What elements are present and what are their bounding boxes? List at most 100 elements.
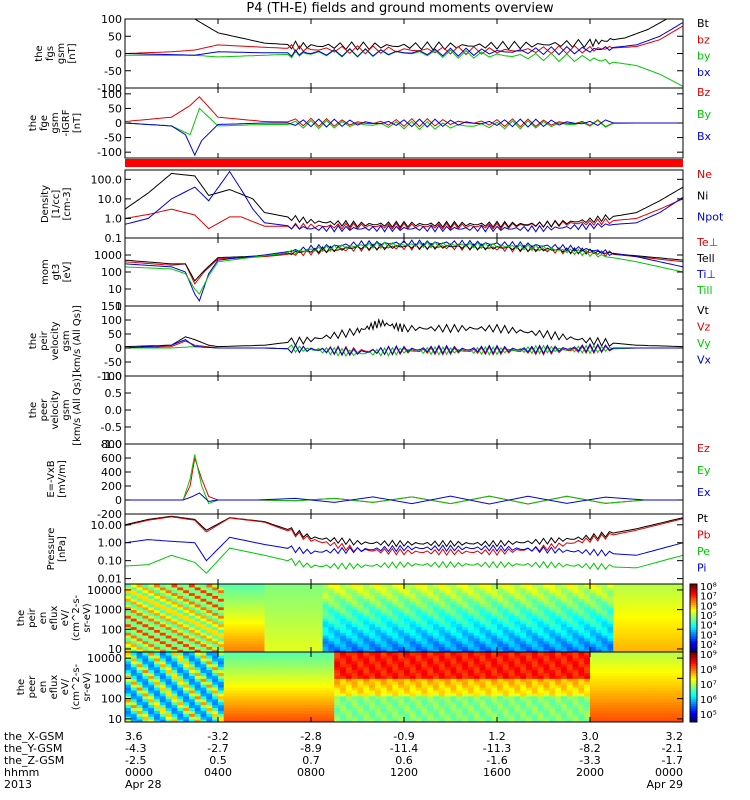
y-tick-label: 150 [101, 300, 122, 313]
panel-frame [124, 375, 684, 445]
y-axis-label: [nPa] [57, 536, 68, 562]
y-axis-label: -IGRF [61, 109, 72, 136]
series-line-Npot [125, 170, 683, 233]
y-axis-label: gsm [56, 43, 67, 64]
colorbar-tick-label: 10⁸ [700, 582, 717, 593]
series-group [125, 454, 683, 505]
y-tick-label: 100.0 [91, 173, 123, 186]
y-axis-label: eflux [49, 675, 60, 700]
y-axis-label: eflux [49, 606, 60, 631]
y-axis-label: velocity [50, 321, 61, 360]
y-tick-label: 0 [115, 494, 122, 507]
panel-frame [124, 237, 684, 307]
y-tick-label: -100 [97, 370, 122, 383]
y-axis-label: [mV/m] [57, 460, 68, 498]
legend-label: Pi [697, 562, 706, 575]
y-axis-label: Pressure [46, 528, 57, 571]
y-tick-label: -50 [104, 132, 122, 145]
legend-label: Ex [697, 486, 711, 499]
colorbar-tick-label: 10⁵ [700, 710, 717, 721]
series-line-Ex [125, 492, 683, 505]
x-tick-value: 3.6 [125, 730, 143, 743]
colorbar-tick-label: 10⁹ [700, 650, 717, 661]
y-axis-label: fge [39, 115, 50, 131]
y-tick-label: 0 [115, 117, 122, 130]
series-group [125, 19, 683, 87]
y-axis-label: [km/s (All Qs)] [72, 374, 83, 446]
y-axis-label: the [16, 610, 27, 626]
series-line-Vt [125, 317, 683, 348]
y-tick-label: 10 [108, 283, 122, 296]
chart-title: P4 (TH-E) fields and ground moments over… [246, 1, 554, 16]
y-tick-label: 10 [108, 643, 122, 656]
x-tick-value: 0.7 [302, 754, 320, 767]
y-axis-label: gsm [50, 112, 61, 133]
legend-label: Te⊥ [696, 236, 718, 249]
y-axis-label: [1/cc] [51, 190, 62, 219]
colorbar-tick-label: 10² [700, 640, 717, 651]
x-row-label: the_Z-GSM [4, 754, 64, 767]
y-tick-label: 1000 [94, 672, 122, 685]
x-row-label: the_Y-GSM [4, 742, 62, 755]
quality-flag-bar [125, 159, 683, 167]
y-tick-label: 1.00 [98, 537, 123, 550]
y-tick-label: 50 [108, 102, 122, 115]
x-row-label: 2013 [4, 778, 32, 791]
x-tick-value: Apr 29 [646, 778, 683, 791]
y-tick-label: 10 [108, 713, 122, 726]
x-tick-value: -8.2 [579, 742, 600, 755]
panel-frame [124, 513, 684, 585]
colorbar-tick-label: 10⁶ [700, 601, 717, 612]
series-line-Pt [125, 515, 683, 548]
legend-label: by [697, 50, 711, 63]
legend-label: Vx [697, 354, 712, 367]
legend-label: Ti⊥ [696, 268, 716, 281]
y-axis-label: Density [40, 185, 51, 223]
x-tick-value: -0.9 [393, 730, 414, 743]
x-tick-value: 1.2 [488, 730, 506, 743]
y-tick-label: -50 [104, 356, 122, 369]
y-axis-label: [nT] [67, 43, 78, 63]
y-tick-label: 100 [101, 623, 122, 636]
x-tick-value: -11.3 [483, 742, 511, 755]
y-axis-label: [nT] [72, 113, 83, 133]
x-row-label: hhmm [4, 766, 39, 779]
y-axis-label: gsm [61, 330, 72, 351]
series-line-Bt [125, 19, 683, 51]
y-tick-label: 10000 [87, 584, 122, 597]
panel-frame [124, 87, 684, 159]
y-tick-label: 200 [101, 480, 122, 493]
y-axis-label: E=-VxB [46, 460, 57, 497]
y-tick-label: 0.5 [105, 387, 123, 400]
y-axis-label: peer [27, 675, 38, 699]
colorbar-tick-label: 10³ [700, 630, 717, 641]
x-row-label: the_X-GSM [4, 730, 64, 743]
legend-label: Bt [697, 17, 710, 30]
colorbar-peer-en-eflux: 10⁹ 10⁸ 10⁷ 10⁶ 10⁵ [689, 650, 717, 723]
legend-label: Npot [697, 211, 724, 224]
x-tick-value: -3.2 [207, 730, 228, 743]
y-tick-label: 100 [101, 13, 122, 26]
y-axis-label: peir [27, 607, 38, 627]
legend-label: Ez [697, 442, 710, 455]
y-tick-label: -100 [97, 82, 122, 95]
x-tick-value: -8.9 [300, 742, 321, 755]
y-tick-label: 1000 [94, 249, 122, 262]
y-tick-label: 0.1 [105, 232, 123, 245]
series-group [125, 96, 683, 157]
x-tick-value: -2.5 [125, 754, 146, 767]
legend-label: Ey [697, 464, 711, 477]
x-tick-value: -1.7 [662, 754, 683, 767]
legend-label: Ni [697, 189, 708, 202]
y-axis-label: the [28, 333, 39, 349]
x-tick-value: Apr 28 [125, 778, 162, 791]
y-tick-label: -200 [97, 508, 122, 521]
legend-label: Vy [697, 337, 711, 350]
y-tick-label: 50 [108, 30, 122, 43]
y-axis-label: fgs [45, 46, 56, 61]
y-axis-label: gt3 [51, 264, 62, 281]
y-axis-label: eV/ [60, 609, 71, 626]
legend-label: Bz [697, 86, 711, 99]
